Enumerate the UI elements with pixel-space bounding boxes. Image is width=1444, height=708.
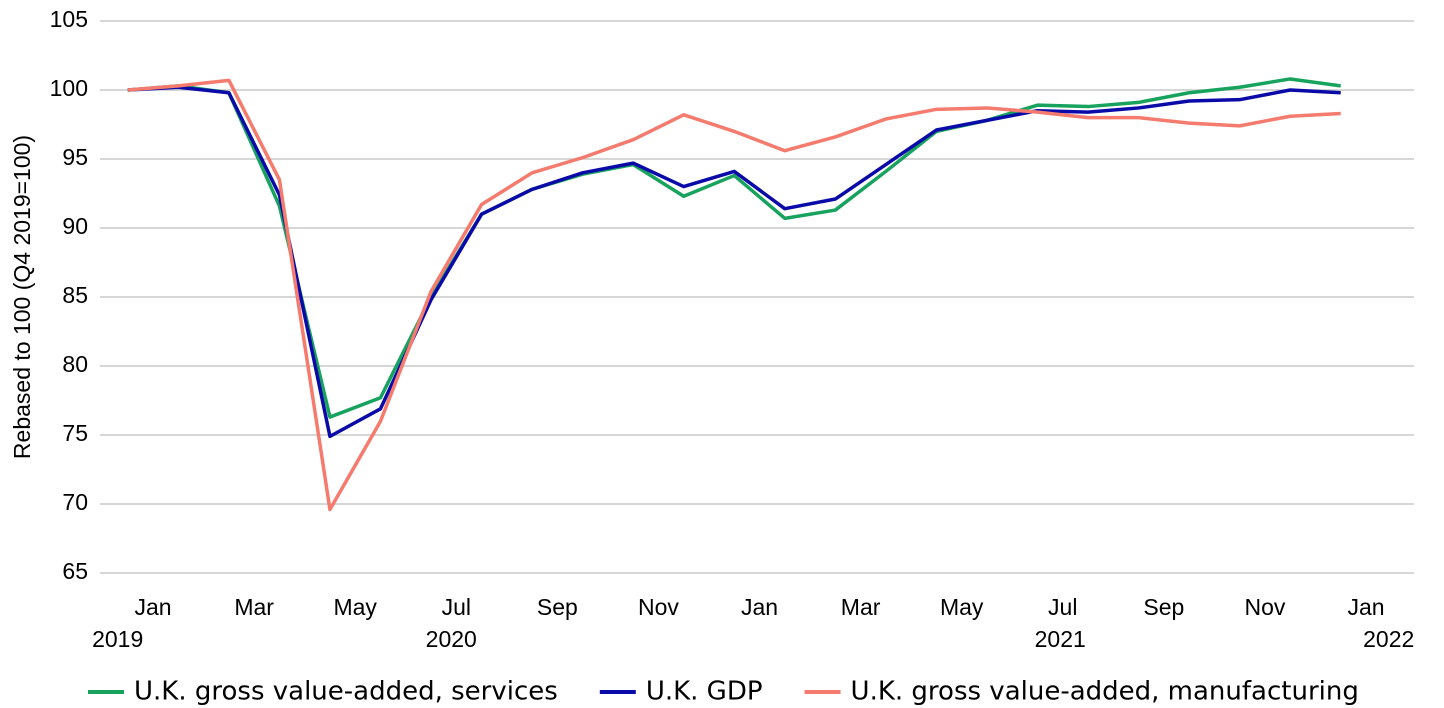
- series-line: [127, 77, 1341, 419]
- y-tick-label: 65: [62, 558, 88, 584]
- y-tick-label: 75: [62, 420, 88, 446]
- year-label: 2022: [1363, 626, 1414, 652]
- y-axis-label: Rebased to 100 (Q4 2019=100): [9, 135, 35, 459]
- x-tick-label: Nov: [1244, 594, 1285, 620]
- y-tick-label: 95: [62, 144, 88, 170]
- x-tick-label: Jan: [741, 594, 778, 620]
- year-label: 2020: [426, 626, 477, 652]
- x-tick-label: Nov: [638, 594, 679, 620]
- legend-label: U.K. gross value-added, services: [134, 677, 558, 707]
- y-tick-label: 70: [62, 489, 88, 515]
- year-label: 2019: [92, 626, 143, 652]
- series-line: [127, 85, 1341, 439]
- y-tick-label: 100: [50, 75, 88, 101]
- x-tick-label: May: [940, 594, 984, 620]
- x-tick-label: May: [333, 594, 377, 620]
- x-tick-label: Mar: [234, 594, 274, 620]
- x-tick-label: Sep: [537, 594, 578, 620]
- x-tick-label: Sep: [1143, 594, 1184, 620]
- x-tick-label: Jan: [1347, 594, 1384, 620]
- year-label: 2021: [1035, 626, 1086, 652]
- x-tick-label: Jul: [1048, 594, 1077, 620]
- y-tick-label: 80: [62, 351, 88, 377]
- x-tick-label: Jul: [442, 594, 471, 620]
- y-tick-label: 105: [50, 6, 88, 32]
- y-tick-label: 85: [62, 282, 88, 308]
- x-tick-label: Jan: [135, 594, 172, 620]
- legend-label: U.K. GDP: [646, 677, 763, 707]
- x-tick-label: Mar: [841, 594, 881, 620]
- legend-label: U.K. gross value-added, manufacturing: [851, 677, 1359, 707]
- y-tick-label: 90: [62, 213, 88, 239]
- series-line: [127, 78, 1341, 512]
